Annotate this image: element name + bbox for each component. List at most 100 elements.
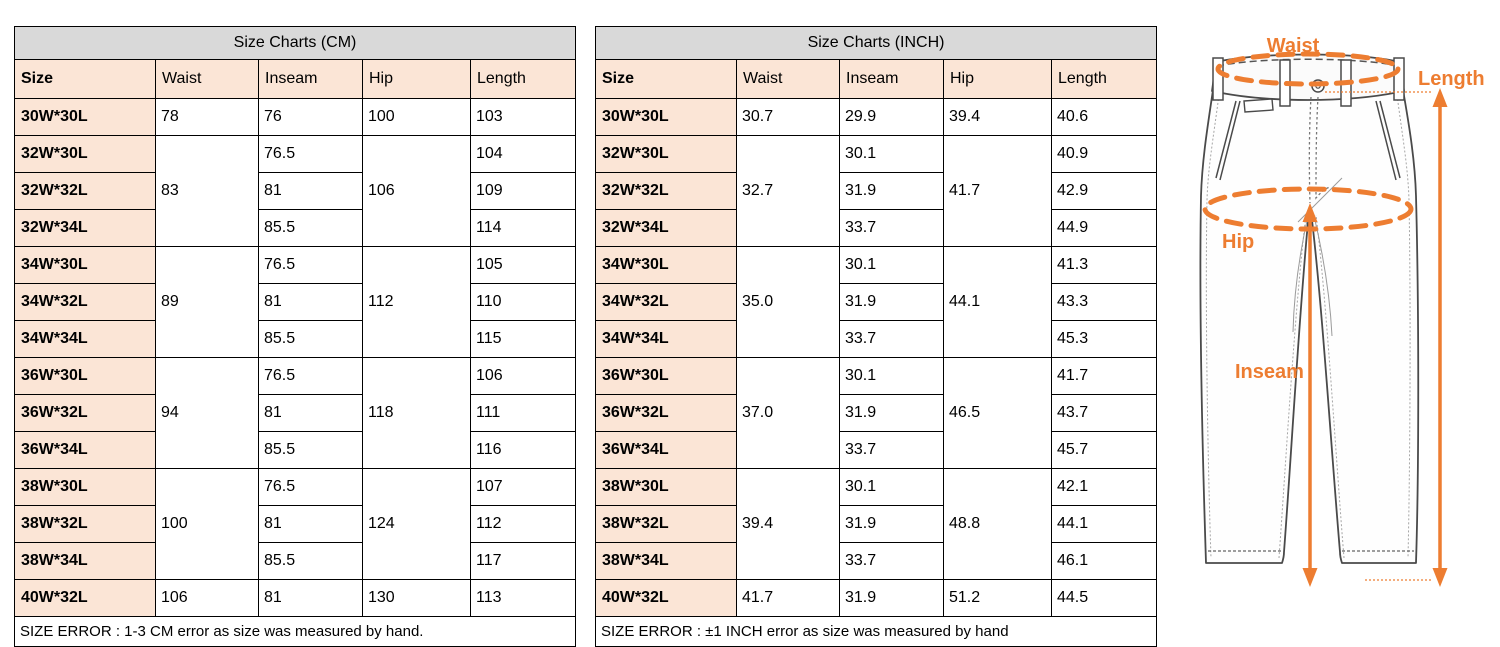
- column-header-inseam: Inseam: [839, 59, 944, 99]
- waist-measure-ellipse: [1215, 51, 1401, 87]
- right-pocket: [1375, 100, 1401, 181]
- value-cell: 76.5: [258, 468, 363, 506]
- table-row: 36W*34L 85.5 116: [14, 431, 577, 469]
- value-cell: 76.5: [258, 135, 363, 173]
- column-header-hip: Hip: [362, 59, 471, 99]
- column-header-size: Size: [595, 59, 737, 99]
- value-cell: 113: [469, 579, 577, 617]
- table-row: 32W*30L 32.7 30.1 41.7 40.9: [595, 135, 1158, 247]
- table-row: 36W*30L 94 76.5 118 106: [14, 357, 577, 469]
- value-cell: 94: [155, 357, 259, 469]
- size-cell: 32W*30L: [595, 135, 737, 173]
- value-cell: 117: [469, 542, 577, 580]
- value-cell: 76.5: [258, 246, 363, 284]
- pants-measurement-diagram: Waist Length Hip Inseam: [1180, 0, 1500, 628]
- column-header-size: Size: [14, 59, 156, 99]
- coin-pocket: [1243, 98, 1274, 113]
- value-cell: 44.9: [1050, 209, 1158, 247]
- value-cell: 29.9: [839, 98, 944, 136]
- size-cell: 32W*34L: [595, 209, 737, 247]
- waist-label: Waist: [1267, 35, 1320, 57]
- pants-sketch: Waist Length Hip Inseam: [1199, 35, 1485, 587]
- size-chart-cm-table: Size Charts (CM) Size Waist Inseam Hip Lengt…: [13, 26, 577, 647]
- column-header-waist: Waist: [155, 59, 259, 99]
- value-cell: 81: [258, 505, 363, 543]
- inseam-label: Inseam: [1235, 361, 1304, 383]
- value-cell: 106: [469, 357, 577, 395]
- fly-j-stitch: [1315, 96, 1331, 200]
- value-cell: 45.3: [1050, 320, 1158, 358]
- value-cell: 42.1: [1050, 468, 1158, 506]
- value-cell: 103: [469, 98, 577, 136]
- value-cell: 48.8: [943, 468, 1052, 580]
- crotch-crease-line: [1297, 177, 1343, 223]
- cm-table-footer-row: SIZE ERROR : 1-3 CM error as size was me…: [13, 616, 577, 647]
- length-label: Length: [1418, 68, 1485, 90]
- value-cell: 33.7: [839, 320, 944, 358]
- waistband-top-stitch: [1216, 58, 1400, 67]
- size-chart-page: { "colors": { "title_bg": "#d9d9d9", "he…: [13, 0, 1500, 647]
- value-cell: 30.1: [839, 246, 944, 284]
- value-cell: 43.7: [1050, 394, 1158, 432]
- value-cell: 44.1: [943, 246, 1052, 358]
- value-cell: 85.5: [258, 431, 363, 469]
- right-side-stitch: [1396, 94, 1411, 559]
- table-row: 40W*32L 106 81 130 113: [14, 579, 577, 617]
- table-row: 34W*32L 31.9 43.3: [595, 283, 1158, 321]
- value-cell: 30.1: [839, 135, 944, 173]
- value-cell: 76: [258, 98, 363, 136]
- value-cell: 106: [155, 579, 259, 617]
- value-cell: 81: [258, 283, 363, 321]
- table-row: 34W*34L 85.5 115: [14, 320, 577, 358]
- size-cell: 36W*30L: [14, 357, 156, 395]
- inch-table-footer-row: SIZE ERROR : ±1 INCH error as size was m…: [594, 616, 1158, 647]
- belt-loop: [1393, 57, 1405, 101]
- size-cell: 38W*34L: [14, 542, 156, 580]
- value-cell: 41.7: [1050, 357, 1158, 395]
- hip-measure-ellipse: [1202, 186, 1414, 232]
- value-cell: 106: [362, 135, 471, 247]
- cm-size-error-note: SIZE ERROR : 1-3 CM error as size was me…: [13, 616, 577, 647]
- table-row: 30W*30L 30.7 29.9 39.4 40.6: [595, 98, 1158, 136]
- table-row: 38W*30L 100 76.5 124 107: [14, 468, 577, 580]
- table-row: 34W*30L 35.0 30.1 44.1 41.3: [595, 246, 1158, 358]
- table-row: 36W*30L 37.0 30.1 46.5 41.7: [595, 357, 1158, 469]
- size-cell: 34W*32L: [14, 283, 156, 321]
- column-header-length: Length: [1050, 59, 1158, 99]
- value-cell: 81: [258, 579, 363, 617]
- value-cell: 41.7: [943, 135, 1052, 247]
- table-row: 34W*32L 81 110: [14, 283, 577, 321]
- column-header-row: Size Waist Inseam Hip Length: [14, 59, 577, 99]
- left-side-stitch: [1205, 94, 1220, 559]
- value-cell: 44.1: [1050, 505, 1158, 543]
- size-cell: 32W*32L: [595, 172, 737, 210]
- table-row: 36W*32L 81 111: [14, 394, 577, 432]
- value-cell: 104: [469, 135, 577, 173]
- value-cell: 39.4: [736, 468, 840, 580]
- table-row: 34W*30L 89 76.5 112 105: [14, 246, 577, 358]
- size-cell: 34W*30L: [14, 246, 156, 284]
- value-cell: 81: [258, 394, 363, 432]
- right-inseam-stitch: [1315, 214, 1345, 559]
- value-cell: 32.7: [736, 135, 840, 247]
- value-cell: 40.6: [1050, 98, 1158, 136]
- value-cell: 89: [155, 246, 259, 358]
- cm-table-title-row: Size Charts (CM): [13, 26, 577, 60]
- size-cell: 36W*34L: [14, 431, 156, 469]
- value-cell: 81: [258, 172, 363, 210]
- value-cell: 43.3: [1050, 283, 1158, 321]
- size-cell: 38W*32L: [595, 505, 737, 543]
- size-cell: 38W*34L: [595, 542, 737, 580]
- table-row: 38W*32L 81 112: [14, 505, 577, 543]
- table-row: 36W*32L 31.9 43.7: [595, 394, 1158, 432]
- table-row: 30W*30L 78 76 100 103: [14, 98, 577, 136]
- value-cell: 44.5: [1050, 579, 1158, 617]
- size-cell: 36W*32L: [595, 394, 737, 432]
- value-cell: 124: [362, 468, 471, 580]
- value-cell: 31.9: [839, 394, 944, 432]
- size-cell: 38W*32L: [14, 505, 156, 543]
- size-cell: 38W*30L: [595, 468, 737, 506]
- value-cell: 30.1: [839, 357, 944, 395]
- inch-table-title: Size Charts (INCH): [594, 26, 1158, 60]
- size-cell: 32W*32L: [14, 172, 156, 210]
